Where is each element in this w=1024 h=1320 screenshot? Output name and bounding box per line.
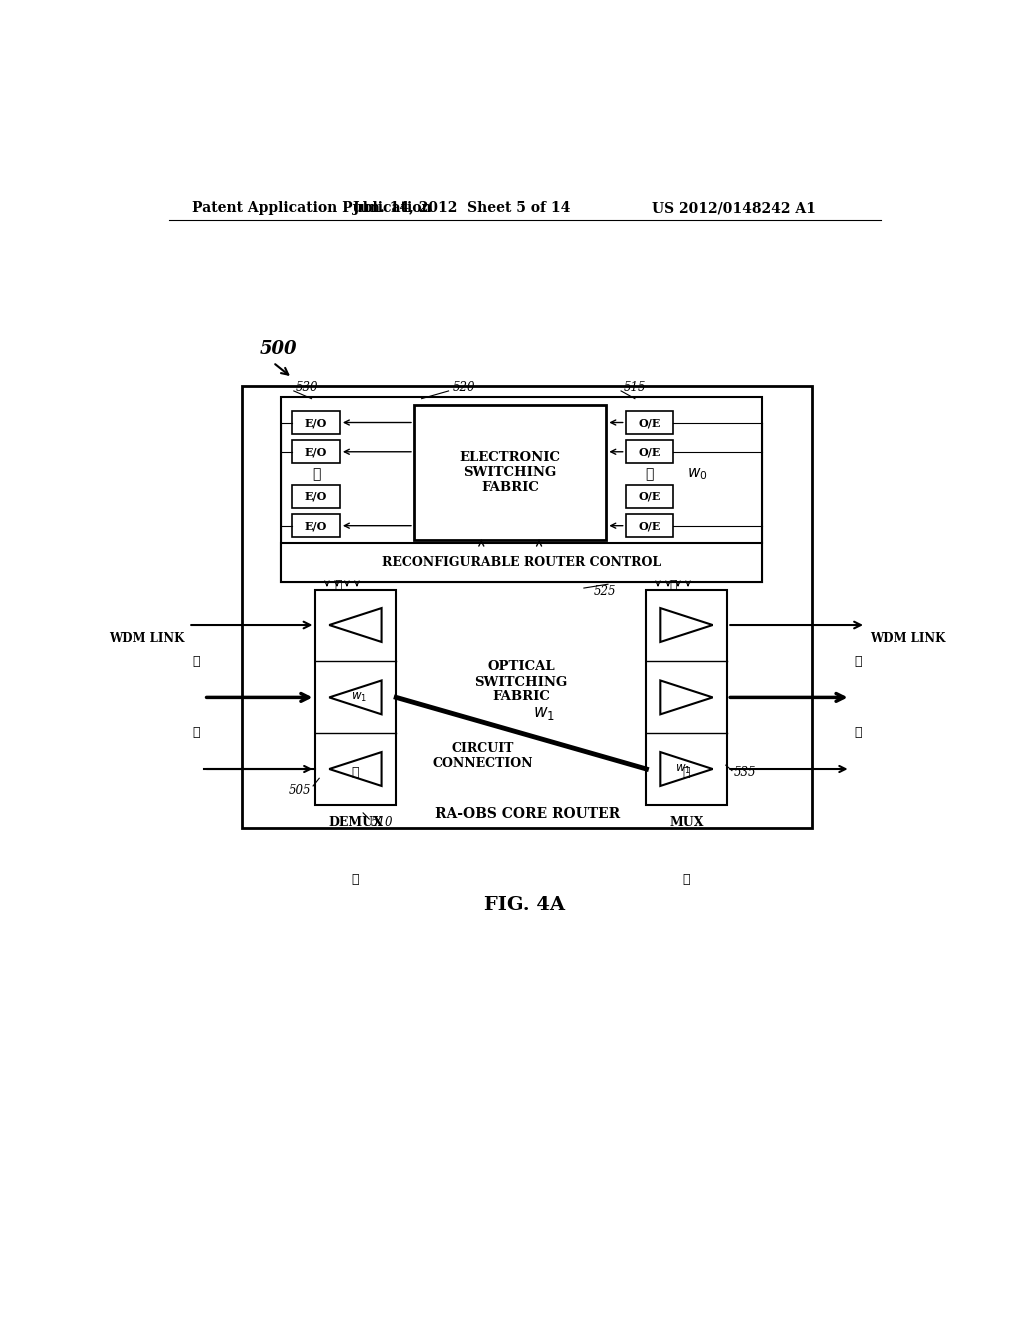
Text: $\mathit{w}_{1}$: $\mathit{w}_{1}$ xyxy=(534,705,555,722)
Text: E/O: E/O xyxy=(305,491,328,502)
Bar xyxy=(626,441,674,463)
Text: ⋮: ⋮ xyxy=(335,579,342,593)
Text: MUX: MUX xyxy=(670,816,703,829)
Text: Jun. 14, 2012  Sheet 5 of 14: Jun. 14, 2012 Sheet 5 of 14 xyxy=(353,202,570,215)
Text: ⋮: ⋮ xyxy=(193,726,200,739)
Text: RA-OBS CORE ROUTER: RA-OBS CORE ROUTER xyxy=(434,808,620,821)
Text: E/O: E/O xyxy=(305,520,328,531)
Text: ELECTRONIC
SWITCHING
FABRIC: ELECTRONIC SWITCHING FABRIC xyxy=(460,450,561,494)
Text: ⋮: ⋮ xyxy=(645,467,653,480)
Text: ⋮: ⋮ xyxy=(683,767,690,779)
Text: 520: 520 xyxy=(453,381,475,395)
Text: O/E: O/E xyxy=(638,491,660,502)
Text: O/E: O/E xyxy=(638,520,660,531)
Text: 500: 500 xyxy=(260,341,297,358)
Bar xyxy=(243,385,812,829)
Text: 535: 535 xyxy=(733,767,756,779)
Bar xyxy=(626,411,674,434)
Bar xyxy=(646,590,727,805)
Text: ⋮: ⋮ xyxy=(351,874,359,887)
Text: ⋮: ⋮ xyxy=(312,467,321,480)
Text: O/E: O/E xyxy=(638,417,660,428)
Bar xyxy=(626,484,674,508)
Text: CIRCUIT
CONNECTION: CIRCUIT CONNECTION xyxy=(432,742,532,770)
Text: O/E: O/E xyxy=(638,446,660,457)
Bar xyxy=(414,405,606,540)
Text: ⋮: ⋮ xyxy=(854,655,862,668)
Text: US 2012/0148242 A1: US 2012/0148242 A1 xyxy=(652,202,816,215)
Bar xyxy=(292,513,340,537)
Text: WDM LINK: WDM LINK xyxy=(869,632,945,645)
Text: 525: 525 xyxy=(594,585,616,598)
Text: ⋮: ⋮ xyxy=(351,767,359,779)
Text: DEMUX: DEMUX xyxy=(328,816,383,829)
Text: RECONFIGURABLE ROUTER CONTROL: RECONFIGURABLE ROUTER CONTROL xyxy=(382,556,660,569)
Bar xyxy=(315,590,396,805)
Bar xyxy=(292,411,340,434)
Text: 505: 505 xyxy=(289,784,311,797)
Bar xyxy=(281,397,762,582)
Text: 530: 530 xyxy=(296,381,318,395)
Text: ⋮: ⋮ xyxy=(683,874,690,887)
Text: 510: 510 xyxy=(371,816,393,829)
Text: E/O: E/O xyxy=(305,417,328,428)
Text: $\mathit{w}_{1}$: $\mathit{w}_{1}$ xyxy=(351,690,368,704)
Text: OPTICAL
SWITCHING
FABRIC: OPTICAL SWITCHING FABRIC xyxy=(474,660,567,704)
Text: $\mathit{w}_{0}$: $\mathit{w}_{0}$ xyxy=(687,466,708,482)
Text: FIG. 4A: FIG. 4A xyxy=(484,896,565,915)
Bar xyxy=(281,544,762,582)
Text: $\mathit{w}_{1}$: $\mathit{w}_{1}$ xyxy=(675,763,691,776)
Text: E/O: E/O xyxy=(305,446,328,457)
Bar xyxy=(626,513,674,537)
Text: Patent Application Publication: Patent Application Publication xyxy=(193,202,432,215)
Text: ⋮: ⋮ xyxy=(193,655,200,668)
Text: ⋮: ⋮ xyxy=(854,726,862,739)
Text: ⋮: ⋮ xyxy=(670,579,677,593)
Bar xyxy=(292,441,340,463)
Bar xyxy=(292,484,340,508)
Text: 515: 515 xyxy=(624,381,646,395)
Text: WDM LINK: WDM LINK xyxy=(110,632,184,645)
